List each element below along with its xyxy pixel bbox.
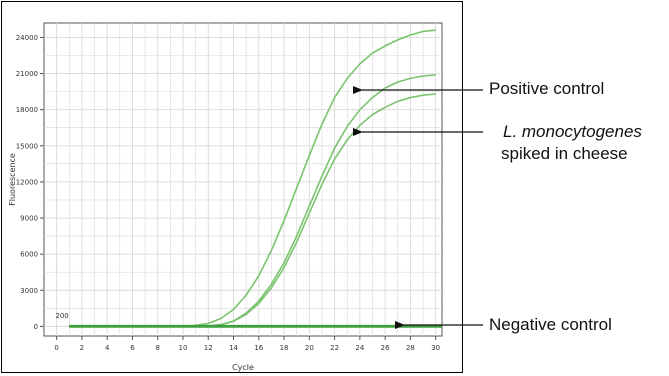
x-tick-label: 8 [155,344,159,352]
x-tick-label: 18 [280,344,289,352]
x-tick-label: 20 [305,344,314,352]
chart-frame: 0 2 4 6 8 10 12 14 16 18 20 22 24 26 28 30 0 3000 6000 9000… [1,1,463,373]
y-tick-label: 0 [34,323,38,331]
x-tick-label: 30 [431,344,440,352]
x-tick-label: 6 [130,344,135,352]
x-tick-label: 24 [355,344,364,352]
y-tick-label: 24000 [16,34,38,42]
x-tick-label: 10 [179,344,188,352]
x-tick-label: 28 [406,344,415,352]
series-lines [69,29,442,328]
y-tick-label: 9000 [20,215,38,223]
x-tick-label: 26 [381,344,390,352]
x-tick-label: 4 [105,344,110,352]
x-tick-label: 16 [254,344,263,352]
y-tick-label: 6000 [20,251,38,259]
x-tick-label: 12 [204,344,213,352]
negative-control-label: Negative control [489,315,612,334]
x-tick-label: 0 [54,344,58,352]
spiked-in-cheese-label: spiked in cheese [501,144,628,163]
x-tick-label: 14 [229,344,238,352]
amplification-plot: 0 2 4 6 8 10 12 14 16 18 20 22 24 26 28 300300060009000… [8,22,443,372]
x-tick-label: 22 [330,344,339,352]
y-axis-label: Fluorescence [8,153,17,206]
grid [43,22,443,337]
threshold-label: 200 [55,312,68,320]
plot-area [43,22,443,337]
x-axis-label: Cycle [232,363,254,372]
y-tick-label: 18000 [16,106,38,114]
y-tick-label: 12000 [16,178,38,186]
y-tick-label: 3000 [20,287,38,295]
l-monocytogenes-label: L. monocytogenes [503,122,642,141]
x-tick-label: 2 [80,344,84,352]
positive-control-label: Positive control [489,79,605,98]
axes: 0 2 4 6 8 10 12 14 16 18 20 22 24 26 28 300300060009000… [16,34,440,352]
y-tick-label: 15000 [16,142,38,150]
y-tick-label: 21000 [16,70,38,78]
